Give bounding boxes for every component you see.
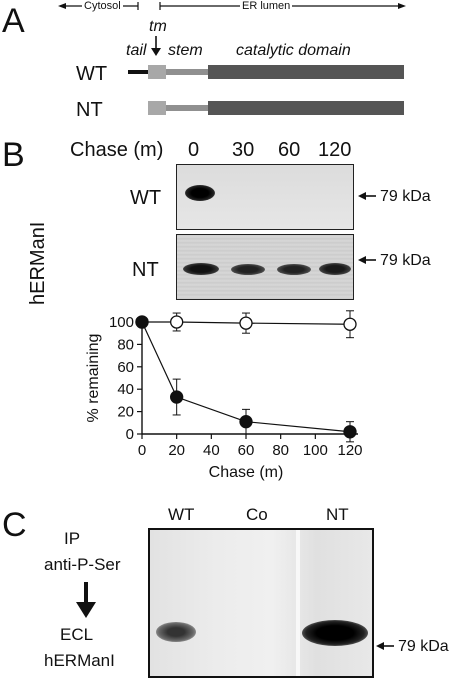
- wt-stem-segment: [166, 69, 208, 75]
- x-axis-label: Chase (m): [209, 464, 284, 481]
- y-tick-label: 100: [109, 314, 134, 331]
- tm-label: tm: [149, 18, 167, 35]
- series-1-point: [239, 415, 253, 429]
- stem-label: stem: [168, 42, 203, 59]
- lane-wt-label: WT: [168, 505, 195, 524]
- hermani-vertical-label: hERManI: [27, 221, 49, 305]
- x-tick-label: 80: [272, 442, 289, 459]
- nt-catalytic-segment: [208, 101, 404, 115]
- ecl-band-nt: [302, 620, 368, 646]
- hermani-label-c: hERManI: [44, 651, 115, 670]
- nt-kda-arrow: [358, 256, 376, 264]
- series-1-point: [343, 425, 357, 439]
- ecl-lane-divider: [296, 530, 300, 676]
- timepoint-120: 120: [318, 139, 352, 161]
- topology-arrows: [58, 2, 406, 10]
- series-1-point: [135, 315, 149, 329]
- series-0-point: [170, 315, 184, 329]
- x-tick-label: 100: [303, 442, 328, 459]
- ecl-kda-arrow: [376, 642, 394, 650]
- y-tick-label: 60: [117, 359, 134, 376]
- nt-band-30: [231, 264, 265, 275]
- ecl-kda-label: 79 kDa: [398, 638, 449, 655]
- chase-header: Chase (m): [70, 139, 164, 161]
- wt-kda-arrow: [358, 192, 376, 200]
- tm-arrow: [151, 36, 161, 56]
- nt-kda-label: 79 kDa: [380, 252, 431, 269]
- construct-wt-label: WT: [76, 63, 108, 85]
- lane-nt-label: NT: [326, 505, 349, 524]
- ecl-band-wt: [156, 622, 196, 642]
- ecl-label: ECL: [60, 625, 94, 644]
- antibody-label: anti-P-Ser: [44, 555, 121, 574]
- nt-tm-segment: [148, 101, 166, 115]
- series-1-point: [170, 390, 184, 404]
- catalytic-domain-label: catalytic domain: [236, 42, 351, 59]
- ecl-gel: [148, 528, 374, 678]
- down-arrow: [76, 582, 96, 618]
- blot-row-wt-label: WT: [130, 187, 162, 209]
- wt-gel: [176, 164, 354, 230]
- timepoint-30: 30: [232, 139, 255, 161]
- y-tick-label: 0: [126, 426, 134, 443]
- ip-label: IP: [64, 529, 81, 548]
- nt-stem-segment: [166, 105, 208, 111]
- cytosol-label: Cytosol: [82, 0, 123, 12]
- nt-band-60: [277, 264, 311, 275]
- y-tick-label: 40: [117, 381, 134, 398]
- tail-label: tail: [126, 42, 147, 59]
- x-tick-label: 60: [238, 442, 255, 459]
- er-lumen-label: ER lumen: [240, 0, 293, 12]
- wt-kda-label: 79 kDa: [380, 188, 431, 205]
- x-tick-label: 120: [337, 442, 362, 459]
- blot-row-nt-label: NT: [132, 259, 159, 281]
- wt-band-0: [185, 185, 215, 201]
- wt-tail-segment: [128, 70, 148, 74]
- panel-a-letter: A: [2, 2, 25, 40]
- y-axis-label: % remaining: [85, 334, 102, 423]
- wt-catalytic-segment: [208, 65, 404, 79]
- panel-c-letter: C: [2, 506, 27, 544]
- panel-b-letter: B: [2, 136, 25, 174]
- y-tick-label: 80: [117, 336, 134, 353]
- nt-band-0: [183, 263, 219, 275]
- series-1-line: [141, 321, 351, 433]
- timepoint-60: 60: [278, 139, 301, 161]
- timepoint-0: 0: [188, 139, 200, 161]
- y-tick-label: 20: [117, 404, 134, 421]
- nt-band-120: [319, 263, 351, 275]
- construct-nt-label: NT: [76, 99, 103, 121]
- stability-chart: 0 20 40 60 80 100 0 20 40 60 80 100 120 Chase (m) % re…: [85, 310, 363, 481]
- lane-co-label: Co: [246, 505, 268, 524]
- x-tick-label: 20: [168, 442, 185, 459]
- wt-tm-segment: [148, 65, 166, 79]
- series-0-point: [343, 317, 357, 331]
- nt-gel: [176, 234, 354, 300]
- series-0-line: [142, 321, 351, 325]
- series-0-point: [239, 316, 253, 330]
- x-tick-label: 0: [138, 442, 146, 459]
- x-tick-label: 40: [203, 442, 220, 459]
